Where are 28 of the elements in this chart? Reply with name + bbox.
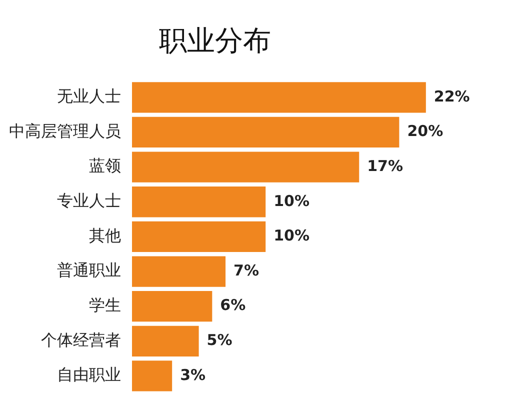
bar [132, 256, 226, 287]
data-label: 6% [220, 296, 246, 314]
data-label: 17% [367, 156, 404, 175]
y-tick-label: 其他 [89, 226, 121, 245]
y-tick-label: 无业人士 [57, 86, 121, 106]
data-label: 22% [434, 87, 470, 106]
y-tick-label: 专业人士 [57, 191, 121, 210]
bar [132, 360, 172, 392]
chart-title: 职业分布 [158, 23, 272, 59]
y-tick-label: 普通职业 [57, 260, 121, 280]
bar [132, 291, 212, 322]
y-tick-label: 中高层管理人员 [9, 121, 121, 140]
bar [132, 221, 266, 252]
data-label: 5% [206, 331, 232, 350]
y-tick-label: 个体经营者 [41, 330, 121, 350]
bar [132, 326, 199, 356]
y-tick-label: 蓝领 [89, 156, 121, 176]
data-label: 3% [180, 366, 206, 384]
bar [132, 152, 360, 182]
data-label: 10% [274, 192, 310, 210]
y-tick-label: 学生 [89, 296, 121, 314]
bar [132, 186, 266, 218]
data-label: 7% [234, 261, 259, 280]
y-tick-label: 自由职业 [57, 365, 121, 384]
data-label: 10% [274, 226, 310, 245]
bar [132, 116, 400, 148]
bar [132, 82, 426, 113]
data-label: 20% [407, 122, 444, 140]
